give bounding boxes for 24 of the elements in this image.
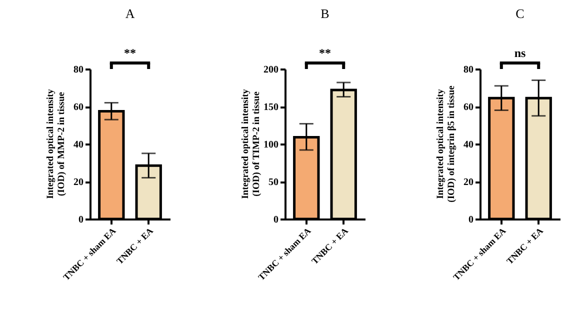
chart-title: B (320, 6, 330, 21)
y-tick-label: 40 (74, 140, 84, 150)
chart-title: A (125, 6, 136, 21)
text: ** (319, 46, 331, 60)
y-tick-label: 0 (78, 214, 84, 226)
y-tick-label: 0 (468, 214, 474, 226)
y-axis-title: Integrated optical intensity (IOD) of TIMP-2 in tissue (241, 88, 262, 199)
y-tick-label: 80 (464, 64, 474, 76)
y-tick-label: 60 (74, 102, 84, 113)
y-tick-label: 0 (274, 214, 278, 226)
y-tick-label: 60 (464, 102, 474, 113)
y-tick-label: 20 (74, 177, 84, 188)
y-tick-label: 100 (264, 140, 278, 150)
chart-title: C (516, 6, 524, 21)
y-tick-label: 20 (464, 177, 474, 188)
y-tick-label: 80 (74, 64, 84, 76)
y-tick-label: 150 (264, 102, 278, 113)
y-tick-label: 40 (464, 140, 474, 150)
text: ** (124, 46, 136, 60)
y-axis-title: Integrated optical intensity (IOD) of MMP-2 in tissue (46, 88, 67, 199)
y-axis-title: Integrated optical intensity (IOD) of integrin β5 in tissue (436, 86, 457, 202)
text: ns (514, 46, 526, 60)
y-tick-label: 200 (264, 64, 278, 76)
y-tick-label: 50 (268, 177, 278, 188)
